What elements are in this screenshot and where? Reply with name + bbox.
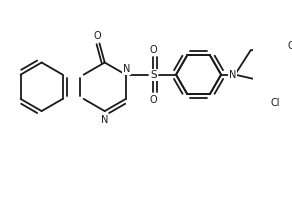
Text: O: O bbox=[94, 32, 102, 42]
Text: O: O bbox=[150, 45, 157, 55]
Text: Cl: Cl bbox=[287, 41, 292, 51]
Text: N: N bbox=[101, 115, 108, 125]
Text: Cl: Cl bbox=[271, 98, 280, 108]
Text: N: N bbox=[229, 70, 236, 80]
Text: S: S bbox=[150, 70, 157, 80]
Text: O: O bbox=[150, 95, 157, 105]
Text: N: N bbox=[123, 64, 130, 74]
